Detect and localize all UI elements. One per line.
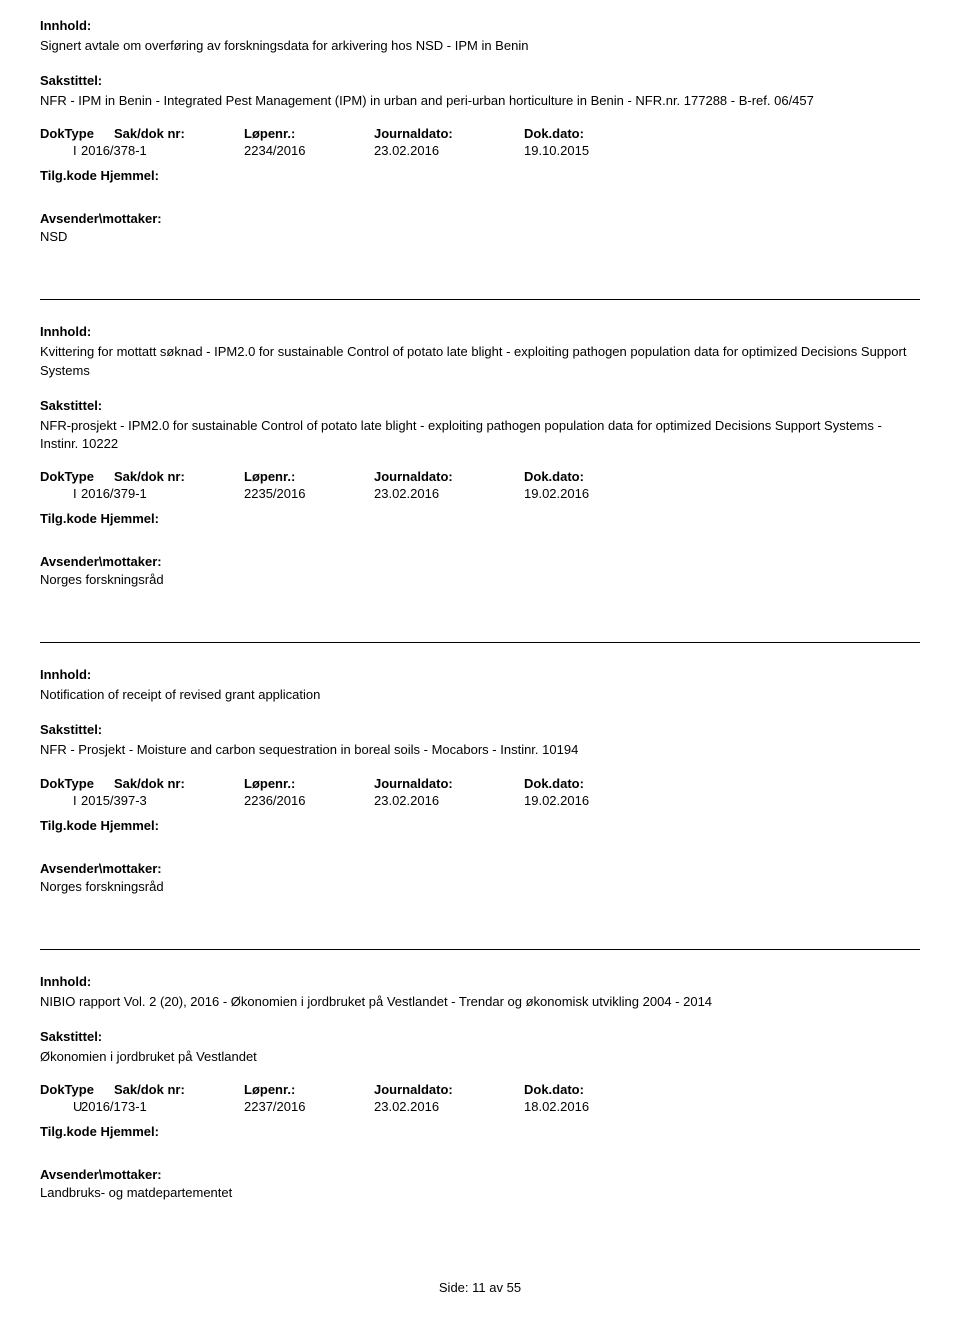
doktype-header: DokType bbox=[40, 126, 114, 141]
meta-value-row: I 2016/378-1 2234/2016 23.02.2016 19.10.… bbox=[40, 143, 920, 158]
dokdato-header: Dok.dato: bbox=[524, 469, 674, 484]
dokdato-value: 19.02.2016 bbox=[524, 793, 674, 808]
avsender-label: Avsender\mottaker: bbox=[40, 1167, 920, 1182]
tilgkode-row: Tilg.kode Hjemmel: bbox=[40, 818, 920, 833]
innhold-text: NIBIO rapport Vol. 2 (20), 2016 - Økonom… bbox=[40, 993, 920, 1011]
tilgkode-row: Tilg.kode Hjemmel: bbox=[40, 1124, 920, 1139]
sakdok-header: Sak/dok nr: bbox=[114, 126, 244, 141]
sakstittel-label: Sakstittel: bbox=[40, 398, 920, 413]
tilgkode-label: Tilg.kode bbox=[40, 1124, 97, 1139]
entry-divider bbox=[40, 299, 920, 300]
sakdok-value: 2016/379-1 bbox=[81, 486, 244, 501]
tilgkode-label: Tilg.kode bbox=[40, 511, 97, 526]
sakdok-header: Sak/dok nr: bbox=[114, 469, 244, 484]
innhold-label: Innhold: bbox=[40, 974, 920, 989]
avsender-value: Norges forskningsråd bbox=[40, 572, 920, 587]
sakdok-value: 2016/173-1 bbox=[81, 1099, 244, 1114]
meta-header-row: DokType Sak/dok nr: Løpenr.: Journaldato… bbox=[40, 776, 920, 791]
lopenr-header: Løpenr.: bbox=[244, 1082, 374, 1097]
journaldato-value: 23.02.2016 bbox=[374, 486, 524, 501]
journaldato-value: 23.02.2016 bbox=[374, 1099, 524, 1114]
avsender-value: Norges forskningsråd bbox=[40, 879, 920, 894]
doktype-header: DokType bbox=[40, 1082, 114, 1097]
innhold-text: Kvittering for mottatt søknad - IPM2.0 f… bbox=[40, 343, 920, 379]
innhold-label: Innhold: bbox=[40, 324, 920, 339]
avsender-label: Avsender\mottaker: bbox=[40, 211, 920, 226]
avsender-value: NSD bbox=[40, 229, 920, 244]
sakstittel-text: NFR - IPM in Benin - Integrated Pest Man… bbox=[40, 92, 920, 110]
tilgkode-label: Tilg.kode bbox=[40, 168, 97, 183]
avsender-label: Avsender\mottaker: bbox=[40, 861, 920, 876]
doktype-value: I bbox=[40, 486, 81, 501]
innhold-label: Innhold: bbox=[40, 667, 920, 682]
avsender-label: Avsender\mottaker: bbox=[40, 554, 920, 569]
lopenr-value: 2235/2016 bbox=[244, 486, 374, 501]
hjemmel-label: Hjemmel: bbox=[100, 511, 159, 526]
lopenr-header: Løpenr.: bbox=[244, 126, 374, 141]
dokdato-value: 19.10.2015 bbox=[524, 143, 674, 158]
side-av: av bbox=[489, 1280, 503, 1295]
doktype-value: U bbox=[40, 1099, 81, 1114]
tilgkode-row: Tilg.kode Hjemmel: bbox=[40, 168, 920, 183]
page-current: 11 bbox=[472, 1280, 486, 1295]
dokdato-header: Dok.dato: bbox=[524, 126, 674, 141]
sakstittel-text: NFR-prosjekt - IPM2.0 for sustainable Co… bbox=[40, 417, 920, 453]
journaldato-header: Journaldato: bbox=[374, 469, 524, 484]
side-label: Side: bbox=[439, 1280, 469, 1295]
sakdok-header: Sak/dok nr: bbox=[114, 1082, 244, 1097]
doktype-header: DokType bbox=[40, 469, 114, 484]
doktype-value: I bbox=[40, 793, 81, 808]
innhold-text: Notification of receipt of revised grant… bbox=[40, 686, 920, 704]
meta-header-row: DokType Sak/dok nr: Løpenr.: Journaldato… bbox=[40, 469, 920, 484]
dokdato-value: 19.02.2016 bbox=[524, 486, 674, 501]
lopenr-header: Løpenr.: bbox=[244, 469, 374, 484]
page-footer: Side: 11 av 55 bbox=[40, 1280, 920, 1295]
sakstittel-label: Sakstittel: bbox=[40, 1029, 920, 1044]
hjemmel-label: Hjemmel: bbox=[100, 168, 159, 183]
meta-header-row: DokType Sak/dok nr: Løpenr.: Journaldato… bbox=[40, 126, 920, 141]
journaldato-header: Journaldato: bbox=[374, 126, 524, 141]
meta-value-row: U 2016/173-1 2237/2016 23.02.2016 18.02.… bbox=[40, 1099, 920, 1114]
page-total: 55 bbox=[507, 1280, 521, 1295]
journaldato-value: 23.02.2016 bbox=[374, 793, 524, 808]
journaldato-value: 23.02.2016 bbox=[374, 143, 524, 158]
entry-divider bbox=[40, 949, 920, 950]
innhold-label: Innhold: bbox=[40, 18, 920, 33]
doktype-value: I bbox=[40, 143, 81, 158]
journal-entry: Innhold: Notification of receipt of revi… bbox=[40, 667, 920, 893]
dokdato-header: Dok.dato: bbox=[524, 776, 674, 791]
journal-entry: Innhold: Kvittering for mottatt søknad -… bbox=[40, 324, 920, 587]
lopenr-value: 2234/2016 bbox=[244, 143, 374, 158]
lopenr-value: 2236/2016 bbox=[244, 793, 374, 808]
tilgkode-row: Tilg.kode Hjemmel: bbox=[40, 511, 920, 526]
lopenr-header: Løpenr.: bbox=[244, 776, 374, 791]
doktype-header: DokType bbox=[40, 776, 114, 791]
hjemmel-label: Hjemmel: bbox=[100, 1124, 159, 1139]
dokdato-value: 18.02.2016 bbox=[524, 1099, 674, 1114]
journaldato-header: Journaldato: bbox=[374, 776, 524, 791]
journal-entry: Innhold: NIBIO rapport Vol. 2 (20), 2016… bbox=[40, 974, 920, 1200]
sakdok-header: Sak/dok nr: bbox=[114, 776, 244, 791]
sakdok-value: 2016/378-1 bbox=[81, 143, 244, 158]
sakstittel-text: Økonomien i jordbruket på Vestlandet bbox=[40, 1048, 920, 1066]
tilgkode-label: Tilg.kode bbox=[40, 818, 97, 833]
entry-divider bbox=[40, 642, 920, 643]
meta-value-row: I 2015/397-3 2236/2016 23.02.2016 19.02.… bbox=[40, 793, 920, 808]
meta-value-row: I 2016/379-1 2235/2016 23.02.2016 19.02.… bbox=[40, 486, 920, 501]
innhold-text: Signert avtale om overføring av forsknin… bbox=[40, 37, 920, 55]
sakstittel-label: Sakstittel: bbox=[40, 73, 920, 88]
journal-entry: Innhold: Signert avtale om overføring av… bbox=[40, 18, 920, 244]
lopenr-value: 2237/2016 bbox=[244, 1099, 374, 1114]
journaldato-header: Journaldato: bbox=[374, 1082, 524, 1097]
sakstittel-label: Sakstittel: bbox=[40, 722, 920, 737]
sakstittel-text: NFR - Prosjekt - Moisture and carbon seq… bbox=[40, 741, 920, 759]
meta-header-row: DokType Sak/dok nr: Løpenr.: Journaldato… bbox=[40, 1082, 920, 1097]
avsender-value: Landbruks- og matdepartementet bbox=[40, 1185, 920, 1200]
sakdok-value: 2015/397-3 bbox=[81, 793, 244, 808]
dokdato-header: Dok.dato: bbox=[524, 1082, 674, 1097]
hjemmel-label: Hjemmel: bbox=[100, 818, 159, 833]
